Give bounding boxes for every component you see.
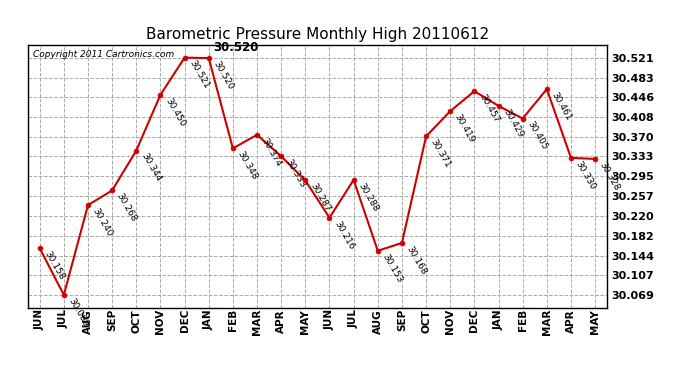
Text: 30.344: 30.344 bbox=[139, 152, 163, 184]
Text: 30.520: 30.520 bbox=[212, 60, 235, 91]
Text: 30.330: 30.330 bbox=[574, 159, 598, 191]
Text: 30.216: 30.216 bbox=[333, 219, 356, 251]
Text: 30.158: 30.158 bbox=[43, 250, 66, 282]
Text: 30.450: 30.450 bbox=[164, 96, 187, 128]
Text: 30.419: 30.419 bbox=[453, 112, 477, 144]
Text: 30.405: 30.405 bbox=[526, 120, 549, 152]
Text: 30.240: 30.240 bbox=[91, 207, 115, 238]
Text: 30.288: 30.288 bbox=[357, 182, 380, 213]
Text: Copyright 2011 Cartronics.com: Copyright 2011 Cartronics.com bbox=[33, 50, 175, 59]
Text: 30.521: 30.521 bbox=[188, 59, 211, 91]
Text: 30.520: 30.520 bbox=[213, 41, 258, 54]
Text: 30.328: 30.328 bbox=[598, 160, 622, 192]
Text: 30.374: 30.374 bbox=[260, 136, 284, 168]
Text: 30.333: 30.333 bbox=[284, 158, 308, 190]
Text: 30.371: 30.371 bbox=[429, 138, 453, 170]
Title: Barometric Pressure Monthly High 20110612: Barometric Pressure Monthly High 2011061… bbox=[146, 27, 489, 42]
Text: 30.268: 30.268 bbox=[115, 192, 139, 224]
Text: 30.287: 30.287 bbox=[308, 182, 332, 214]
Text: 30.457: 30.457 bbox=[477, 93, 501, 124]
Text: 30.429: 30.429 bbox=[502, 107, 525, 139]
Text: 30.461: 30.461 bbox=[550, 90, 573, 122]
Text: 30.153: 30.153 bbox=[381, 252, 404, 284]
Text: 30.168: 30.168 bbox=[405, 244, 428, 276]
Text: 30.069: 30.069 bbox=[67, 296, 90, 328]
Text: 30.348: 30.348 bbox=[236, 150, 259, 182]
